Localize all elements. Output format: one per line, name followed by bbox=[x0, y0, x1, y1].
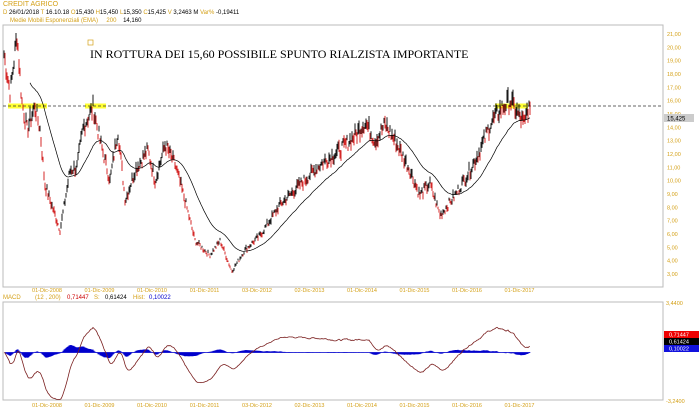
signal-value-label: 0,61424 bbox=[669, 340, 689, 346]
date-tick-label: 02-Dic-2013 bbox=[295, 288, 325, 294]
price-tick-label: 6,00 bbox=[667, 232, 678, 238]
macd-date-tick-label: 01-Dic-2016 bbox=[452, 403, 482, 409]
macd-date-tick-label: 01-Dic-2015 bbox=[400, 403, 430, 409]
price-tick-label: 18,00 bbox=[667, 72, 681, 78]
high-value: 15,450 bbox=[99, 10, 119, 16]
macd-axis-top: 3,4400 bbox=[666, 301, 683, 307]
price-tick-label: 12,00 bbox=[667, 152, 681, 158]
macd-date-tick-label: 01-Dic-2008 bbox=[32, 403, 62, 409]
price-tick-label: 14,00 bbox=[667, 125, 681, 131]
macd-legend-s-label: S: bbox=[94, 295, 100, 301]
macd-legend-label: MACD bbox=[3, 295, 21, 301]
volume-label: V bbox=[167, 10, 172, 16]
macd-panel-frame bbox=[2, 301, 664, 401]
date-tick-label: 01-Dic-2008 bbox=[32, 288, 62, 294]
price-tick-label: 5,00 bbox=[667, 245, 678, 251]
date-tick-label: 01-Dic-2015 bbox=[400, 288, 430, 294]
last-price-label: 15,425 bbox=[667, 117, 686, 123]
instrument-title: CREDIT AGRICO bbox=[3, 1, 59, 8]
date-tick-label: 01-Dic-2010 bbox=[137, 288, 167, 294]
macd-date-tick-label: 02-Dic-2013 bbox=[295, 403, 325, 409]
date-tick-label: 01-Dic-2011 bbox=[190, 288, 220, 294]
date-tick-label: 03-Dic-2012 bbox=[242, 288, 272, 294]
macd-legend-signal: 0,61424 bbox=[105, 295, 127, 301]
open-value: 15,430 bbox=[75, 10, 94, 16]
macd-legend-value: 0,71447 bbox=[67, 295, 89, 301]
price-tick-label: 4,00 bbox=[667, 259, 678, 265]
price-tick-label: 10,00 bbox=[667, 179, 681, 185]
signal-value-box bbox=[664, 338, 699, 345]
high-label: H bbox=[95, 10, 100, 16]
low-label: L bbox=[119, 10, 124, 16]
macd-axis-bottom: -3,2400 bbox=[666, 399, 685, 405]
date-value: 26/01/2018 bbox=[9, 10, 40, 16]
hist-value-box bbox=[664, 345, 699, 352]
price-tick-label: 8,00 bbox=[667, 205, 678, 211]
volume-value: 3,2463 M bbox=[173, 10, 199, 16]
close-value: 15,425 bbox=[147, 10, 167, 16]
price-tick-label: 3,00 bbox=[667, 272, 678, 278]
price-panel-frame bbox=[2, 24, 664, 288]
resistance-highlight bbox=[8, 103, 47, 109]
macd-date-tick-label: 01-Dic-2014 bbox=[347, 403, 377, 409]
annotation-handle[interactable] bbox=[87, 39, 94, 46]
date-tick-label: 01-Dic-2009 bbox=[85, 288, 115, 294]
macd-value-box bbox=[664, 331, 699, 338]
macd-line bbox=[3, 326, 531, 400]
macd-legend-h-label: Hist: bbox=[133, 295, 145, 301]
macd-date-tick-label: 01-Dic-2017 bbox=[505, 403, 535, 409]
macd-value-label: 0,71447 bbox=[669, 333, 689, 339]
annotation-text[interactable]: IN ROTTURA DEI 15,60 POSSIBILE SPUNTO RI… bbox=[90, 47, 468, 61]
price-tick-label: 11,00 bbox=[667, 165, 680, 171]
price-tick-label: 7,00 bbox=[667, 219, 678, 225]
macd-date-tick-label: 01-Dic-2011 bbox=[190, 403, 220, 409]
date-axis: 01-Dic-2008 01-Dic-2008 01-Dic-2009 01-Dic-… bbox=[32, 288, 534, 409]
hist-value-label: 0,10022 bbox=[669, 347, 689, 353]
price-tick-label: 20,00 bbox=[667, 45, 681, 51]
date-tick-label: 01-Dic-2014 bbox=[347, 288, 377, 294]
date-tick-label: 01-Dic-2017 bbox=[505, 288, 535, 294]
ema-label: Medie Mobili Esponenziali (EMA) bbox=[10, 18, 99, 24]
price-tick-label: 13,00 bbox=[667, 139, 681, 145]
low-value: 15,350 bbox=[123, 10, 142, 16]
ema-line bbox=[29, 82, 531, 252]
ema-legend: Medie Mobili Esponenziali (EMA) 200 14,1… bbox=[10, 18, 141, 24]
last-price-box bbox=[664, 114, 694, 122]
ohlc-header: D 26/01/2018 T 16.10.18 O15,430 H15,450 … bbox=[3, 10, 239, 16]
time-label: T bbox=[40, 10, 45, 16]
time-value: 16.10.18 bbox=[45, 10, 70, 16]
price-tick-label: 9,00 bbox=[667, 192, 678, 198]
ema-period: 200 bbox=[106, 18, 117, 24]
macd-date-tick-label: 01-Dic-2009 bbox=[85, 403, 115, 409]
price-tick-label: 21,00 bbox=[667, 32, 681, 38]
resistance-highlight bbox=[495, 103, 528, 109]
macd-date-tick-label: 03-Dic-2012 bbox=[242, 403, 272, 409]
price-bars bbox=[3, 33, 531, 274]
var-value: -0,19411 bbox=[216, 10, 240, 16]
close-label: C bbox=[143, 10, 148, 16]
macd-legend-params: (12 , 200) bbox=[35, 295, 61, 301]
date-label: D bbox=[3, 10, 8, 16]
price-tick-label: 16,00 bbox=[667, 99, 681, 105]
price-tick-label: 19,00 bbox=[667, 59, 681, 65]
price-axis: 21,0020,0019,0018,0017,0016,0015,0014,00… bbox=[667, 32, 681, 278]
price-tick-label: 17,00 bbox=[667, 85, 681, 91]
ema-value: 14,160 bbox=[123, 18, 142, 24]
var-label: Var% bbox=[200, 10, 215, 16]
macd-legend-hist: 0,10022 bbox=[149, 295, 171, 301]
macd-date-tick-label: 01-Dic-2010 bbox=[137, 403, 167, 409]
date-tick-label: 01-Dic-2016 bbox=[452, 288, 482, 294]
open-label: O bbox=[70, 10, 76, 16]
macd-histogram bbox=[4, 345, 531, 359]
